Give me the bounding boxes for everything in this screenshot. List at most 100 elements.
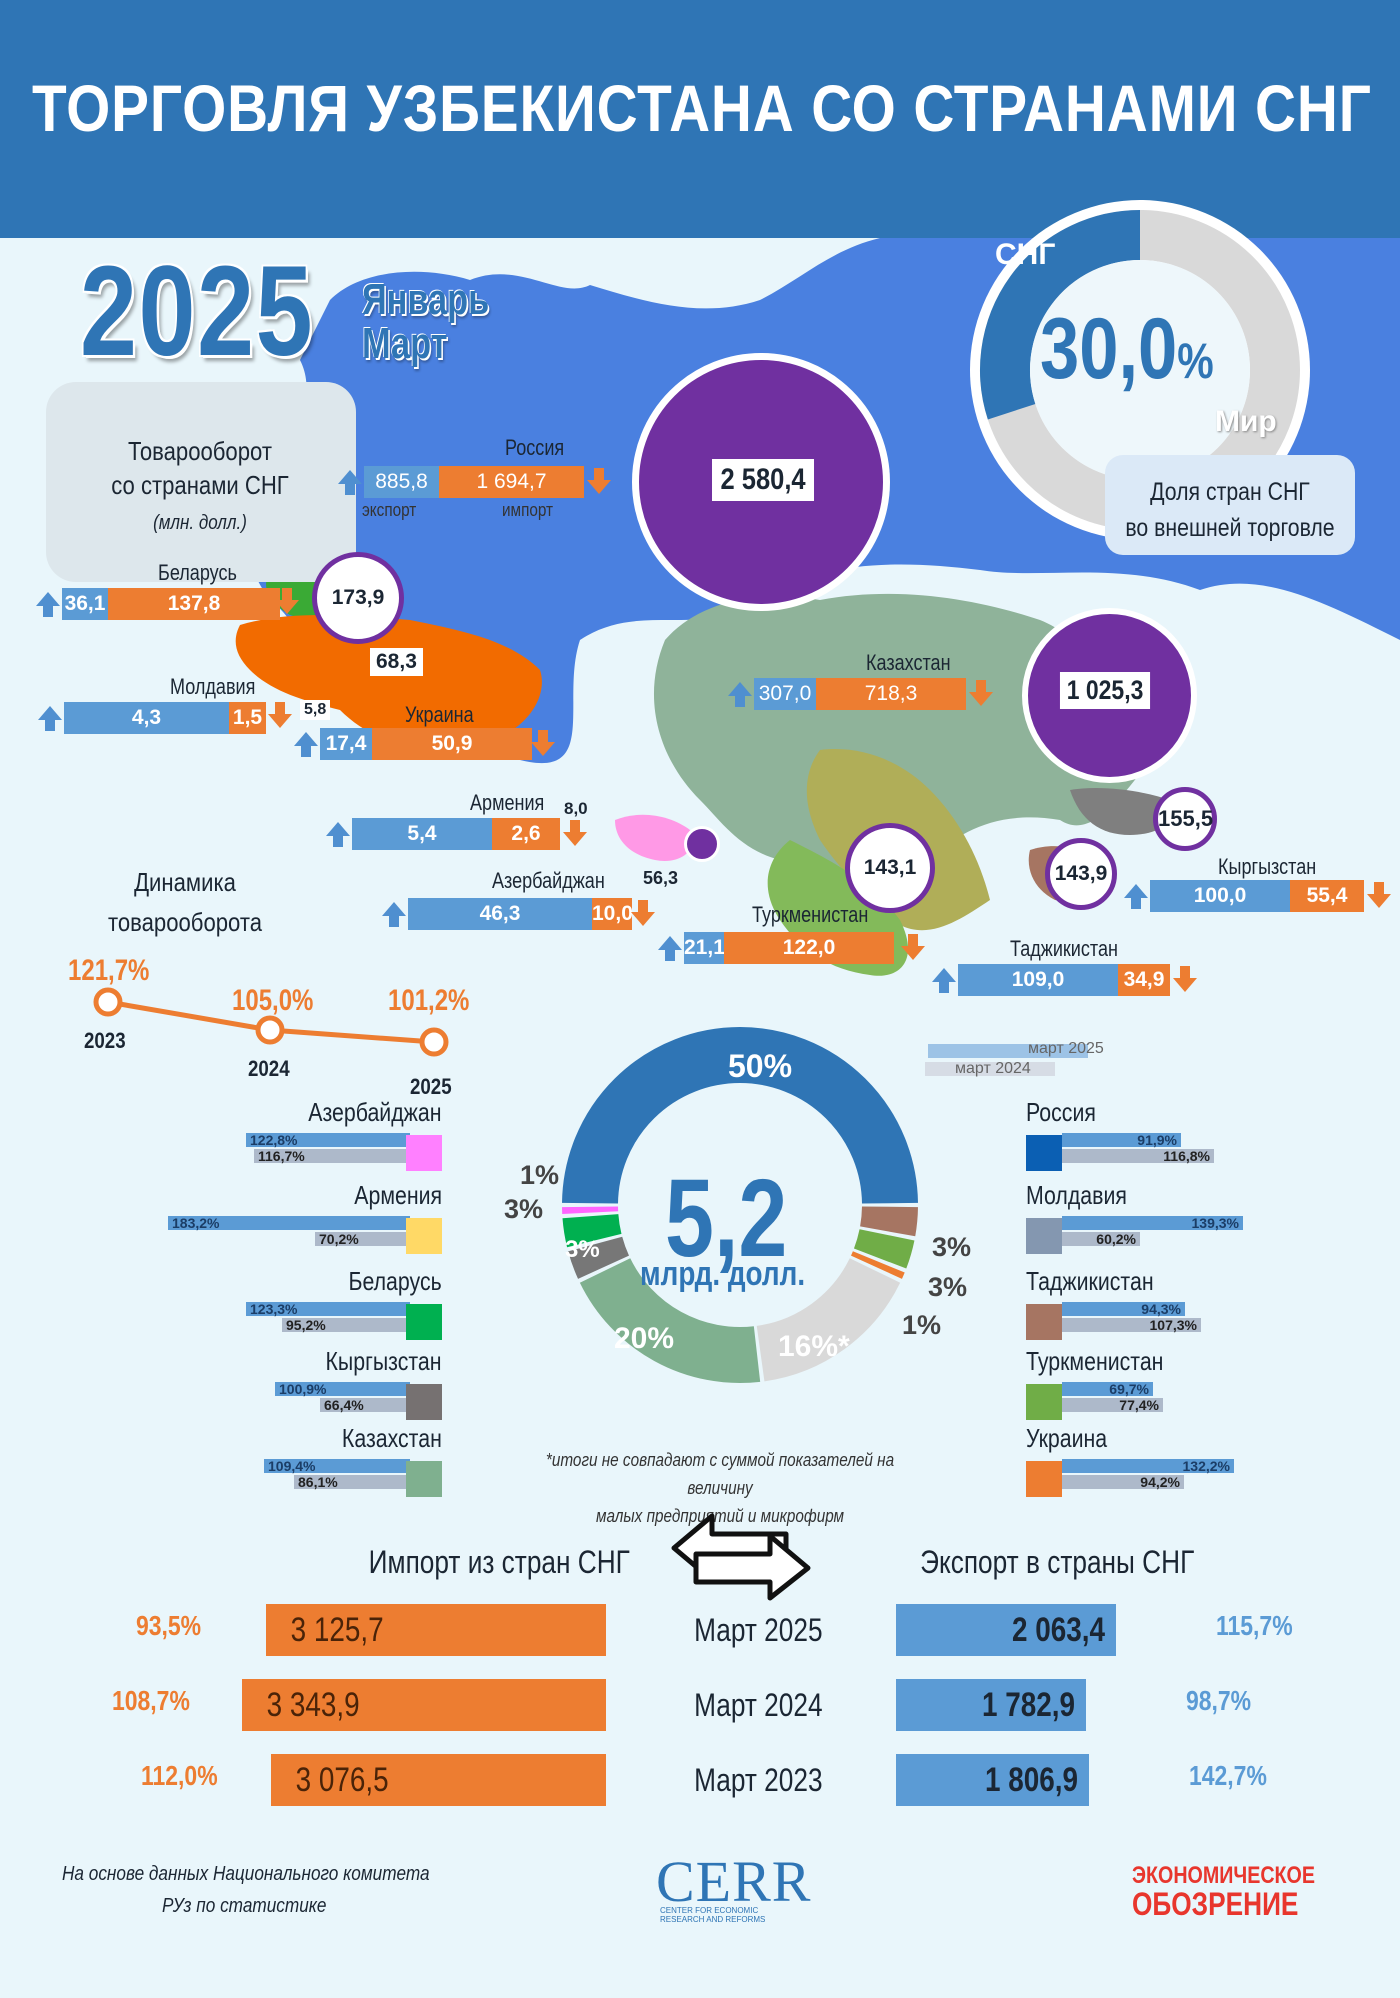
- import-bar-1: 3 343,9: [242, 1679, 606, 1731]
- month-label-2: Март 2023: [694, 1762, 823, 1798]
- ukraine-label: Украина: [405, 702, 474, 727]
- month-label-0: Март 2025: [694, 1612, 823, 1648]
- export-bar-0: 2 063,4: [896, 1604, 1116, 1656]
- russia-export-caption: экспорт: [362, 500, 417, 520]
- share-caption-box: [1105, 455, 1355, 555]
- moldova-import-bar: 1,5: [229, 702, 266, 734]
- growth_left-bar-2024-4: 86,1%: [294, 1475, 410, 1489]
- export-pct-0: 115,7%: [1216, 1610, 1293, 1641]
- import-bar-value-0: 3 125,7: [290, 1611, 384, 1649]
- header-banner: [0, 0, 1400, 238]
- armenia-import-arrow: [563, 820, 587, 846]
- azerbaijan-label: Азербайджан: [492, 868, 605, 893]
- moldova-export-arrow: [38, 706, 62, 731]
- kyrgyzstan-shape: [1070, 788, 1173, 835]
- dynamics-point-2024: [255, 1015, 285, 1045]
- share-caption: Доля стран СНГ во внешней торговле: [1105, 474, 1355, 546]
- kazakhstan-import-bar: 718,3: [816, 678, 966, 710]
- segment-label-kyrgyzstan: 3%: [565, 1236, 600, 1263]
- turnover-label: Товарооборот со странами СНГ: [90, 434, 311, 502]
- moldova-total-value: 5,8: [300, 700, 331, 720]
- belarus-total-value: 173,9: [331, 586, 385, 609]
- ukraine-export-bar: 17,4: [320, 728, 372, 760]
- segment-label-belarus: 3%: [504, 1194, 544, 1224]
- growth_right-bar-2025-1: 139,3%: [1062, 1216, 1243, 1230]
- share-value-number: 30,0: [1040, 301, 1178, 397]
- dynamics-title-line2: товарооборота: [107, 907, 263, 937]
- import-bar-0: 3 125,7: [266, 1604, 606, 1656]
- growth_right-swatch-3: [1026, 1384, 1062, 1420]
- source-line2: РУз по статистике: [162, 1895, 327, 1917]
- structure-footnote: *итоги не совпадают с суммой показателей…: [490, 1446, 950, 1530]
- moldova-label: Молдавия: [170, 674, 256, 699]
- legend-current-label: март 2025: [1028, 1040, 1104, 1057]
- export-pct-1: 98,7%: [1186, 1685, 1252, 1716]
- structure-segment-1: [860, 1205, 918, 1237]
- armenia-export-arrow: [326, 822, 350, 847]
- growth_right-name-3: Туркменистан: [1026, 1346, 1164, 1376]
- belarus-export-arrow: [36, 592, 60, 617]
- dynamics-year-2024: 2024: [248, 1056, 290, 1081]
- belarus-total-circle: 173,9: [312, 552, 404, 644]
- structure-segment-4: [755, 1257, 901, 1382]
- segment-label-ukraine: 1%: [902, 1310, 942, 1340]
- turkmenistan-export-bar: 21,1: [684, 932, 724, 964]
- russia-import-bar: 1 694,7: [439, 466, 584, 498]
- russia-import-arrow: [587, 468, 611, 494]
- share-caption-line2: во внешней торговле: [1125, 514, 1335, 542]
- eo-logo-line2: ОБОЗРЕНИЕ: [1132, 1886, 1299, 1922]
- growth_right-bar-2025-0: 91,9%: [1062, 1133, 1181, 1147]
- kazakhstan-shape: [653, 593, 1150, 872]
- share-donut: [970, 200, 1310, 540]
- structure-segment-2: [853, 1228, 915, 1269]
- growth_left-bar-2024-2: 95,2%: [282, 1318, 410, 1332]
- turnover-unit: (млн. долл.): [153, 512, 247, 534]
- growth_left-name-2: Беларусь: [348, 1266, 442, 1296]
- export-bar-value-1: 1 782,9: [981, 1686, 1075, 1724]
- import-bar-value-2: 3 076,5: [295, 1761, 389, 1799]
- legend-previous-swatch: [925, 1062, 1055, 1076]
- growth_right-swatch-2: [1026, 1304, 1062, 1340]
- period-label: Январь Март: [362, 278, 489, 366]
- cerr-logo: CERR: [656, 1849, 812, 1914]
- kyrgyzstan-import-bar: 55,4: [1290, 880, 1364, 912]
- russia-export-arrow: [338, 470, 362, 495]
- ukraine-total-value: 68,3: [370, 648, 423, 676]
- growth_left-bar-2025-1: 183,2%: [168, 1216, 410, 1230]
- growth_left-name-1: Армения: [354, 1180, 442, 1210]
- dynamics-year-2025: 2025: [410, 1074, 452, 1099]
- kyrgyzstan-total-value: 155,5: [1158, 806, 1214, 831]
- ukraine-export-arrow: [294, 732, 318, 757]
- armenia-export-bar: 5,4: [352, 818, 492, 850]
- growth_left-bar-2024-3: 66,4%: [320, 1398, 410, 1412]
- export-pct-2: 142,7%: [1189, 1760, 1267, 1791]
- import-bar-2: 3 076,5: [271, 1754, 606, 1806]
- dynamics-line-chart: [93, 987, 449, 1057]
- dynamics-year-2023: 2023: [84, 1028, 126, 1053]
- tajikistan-export-bar: 109,0: [958, 964, 1118, 996]
- import-title: Импорт из стран СНГ: [368, 1544, 630, 1580]
- share-cis-label: СНГ: [995, 238, 1056, 271]
- russia-label: Россия: [505, 435, 565, 460]
- tajikistan-import-arrow: [1173, 966, 1197, 992]
- russia-export-bar: 885,8: [364, 466, 439, 498]
- dynamics-value-2025: 101,2%: [388, 984, 470, 1017]
- growth_left-bar-2025-3: 100,9%: [275, 1382, 410, 1396]
- source-line1: На основе данных Национального комитета: [62, 1863, 430, 1885]
- moldova-import-arrow: [268, 702, 292, 728]
- growth_left-name-0: Азербайджан: [308, 1097, 442, 1127]
- growth_left-bar-2025-2: 123,3%: [246, 1302, 410, 1316]
- segment-label-armenia-azerbaijan: 1%: [520, 1160, 560, 1190]
- export-bar-1: 1 782,9: [896, 1679, 1086, 1731]
- turnover-label-line2: со странами СНГ: [111, 470, 289, 500]
- eo-logo: ЭКОНОМИЧЕСКОЕ ОБОЗРЕНИЕ: [1132, 1862, 1355, 1922]
- growth_right-name-1: Молдавия: [1026, 1180, 1127, 1210]
- tajikistan-total-value: 143,9: [1054, 862, 1108, 885]
- import-pct-0: 93,5%: [136, 1610, 202, 1641]
- segment-label-kazakhstan: 20%: [614, 1322, 675, 1355]
- structure-segment-3: [850, 1251, 905, 1279]
- structure-segment-6: [568, 1236, 630, 1279]
- segment-label-tajikistan: 3%: [932, 1232, 972, 1262]
- azerbaijan-export-bar: 46,3: [408, 898, 592, 930]
- ukraine-shape: [235, 615, 542, 751]
